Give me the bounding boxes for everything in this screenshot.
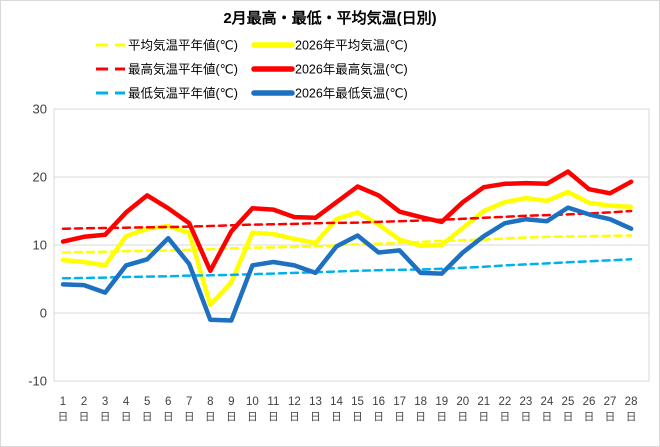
x-tick-day-number: 18 <box>414 396 427 408</box>
x-tick-day-number: 12 <box>288 396 301 408</box>
x-tick-day-number: 23 <box>519 396 532 408</box>
x-axis-labels: 1日2日3日4日5日6日7日8日9日10日11日12日13日14日15日16日1… <box>58 396 638 423</box>
x-tick-day-number: 26 <box>583 396 596 408</box>
x-tick-day-number: 25 <box>562 396 575 408</box>
x-tick-day-suffix: 日 <box>268 411 279 423</box>
x-tick-day-number: 4 <box>123 396 130 408</box>
x-tick-day-number: 14 <box>330 396 343 408</box>
x-tick-day-number: 24 <box>541 396 554 408</box>
legend-label: 2026年最高気温(℃) <box>295 62 408 77</box>
x-tick-day-number: 20 <box>456 396 469 408</box>
y-tick-label: 0 <box>40 306 47 321</box>
x-tick-day-number: 15 <box>351 396 364 408</box>
x-tick-day-suffix: 日 <box>205 411 216 423</box>
x-tick-day-number: 17 <box>393 396 406 408</box>
plot-border <box>53 108 650 382</box>
y-tick-label: -10 <box>28 374 47 389</box>
x-tick-day-number: 28 <box>625 396 638 408</box>
series-line-0 <box>61 234 633 254</box>
legend-label: 最低気温平年値(℃) <box>128 86 238 101</box>
x-tick-day-number: 11 <box>267 396 279 408</box>
series-line-4 <box>61 258 633 280</box>
y-tick-label: 10 <box>33 238 47 253</box>
x-tick-day-number: 7 <box>186 396 192 408</box>
x-tick-day-suffix: 日 <box>626 411 637 423</box>
x-tick-day-suffix: 日 <box>542 411 553 423</box>
x-tick-day-suffix: 日 <box>310 411 321 423</box>
chart-title: 2月最高・最低・平均気温(日別) <box>223 9 436 27</box>
y-tick-label: 30 <box>33 102 47 117</box>
gridlines <box>53 108 650 382</box>
x-tick-day-suffix: 日 <box>394 411 405 423</box>
x-tick-day-number: 22 <box>498 396 511 408</box>
x-tick-day-suffix: 日 <box>479 411 490 423</box>
x-tick-day-number: 3 <box>102 396 108 408</box>
x-tick-day-number: 13 <box>309 396 322 408</box>
series-line-5 <box>60 205 634 323</box>
x-tick-day-number: 9 <box>228 396 234 408</box>
x-tick-day-suffix: 日 <box>100 411 111 423</box>
x-tick-day-number: 6 <box>165 396 171 408</box>
x-tick-day-suffix: 日 <box>521 411 532 423</box>
x-tick-day-suffix: 日 <box>58 411 69 423</box>
x-tick-day-suffix: 日 <box>605 411 616 423</box>
x-tick-day-suffix: 日 <box>563 411 574 423</box>
x-tick-day-suffix: 日 <box>247 411 258 423</box>
y-tick-label: 20 <box>33 170 47 185</box>
legend-label: 2026年平均気温(℃) <box>295 38 408 53</box>
x-tick-day-number: 8 <box>207 396 213 408</box>
x-tick-day-suffix: 日 <box>331 411 342 423</box>
legend-label: 平均気温平年値(℃) <box>128 38 238 53</box>
legend-label: 2026年最低気温(℃) <box>295 86 408 101</box>
x-tick-day-suffix: 日 <box>584 411 595 423</box>
x-tick-day-suffix: 日 <box>163 411 174 423</box>
y-axis-labels: 30 20 10 0 -10 <box>28 102 47 389</box>
x-tick-day-number: 27 <box>604 396 617 408</box>
x-tick-day-suffix: 日 <box>184 411 195 423</box>
x-tick-day-suffix: 日 <box>458 411 469 423</box>
series-line-2 <box>61 209 633 230</box>
x-tick-day-number: 2 <box>81 396 87 408</box>
x-tick-day-number: 16 <box>372 396 385 408</box>
x-tick-day-number: 19 <box>435 396 448 408</box>
x-tick-day-suffix: 日 <box>226 411 237 423</box>
x-tick-day-number: 5 <box>144 396 150 408</box>
x-tick-day-suffix: 日 <box>373 411 384 423</box>
series-line-3 <box>60 169 634 274</box>
legend-label: 最高気温平年値(℃) <box>128 62 238 77</box>
x-tick-day-suffix: 日 <box>289 411 300 423</box>
x-tick-day-number: 1 <box>60 396 66 408</box>
x-tick-day-suffix: 日 <box>79 411 90 423</box>
chart-legend: 平均気温平年値(℃) 2026年平均気温(℃) 最高気温平年値(℃) 2026年最高気… <box>96 38 408 101</box>
x-tick-day-suffix: 日 <box>500 411 511 423</box>
x-tick-day-number: 21 <box>477 396 490 408</box>
series-line-1 <box>60 189 634 308</box>
series-lines <box>60 169 634 323</box>
x-tick-day-suffix: 日 <box>415 411 426 423</box>
x-tick-day-suffix: 日 <box>142 411 153 423</box>
x-tick-day-suffix: 日 <box>436 411 447 423</box>
x-tick-day-suffix: 日 <box>121 411 132 423</box>
x-tick-day-suffix: 日 <box>352 411 363 423</box>
x-tick-day-number: 10 <box>246 396 259 408</box>
